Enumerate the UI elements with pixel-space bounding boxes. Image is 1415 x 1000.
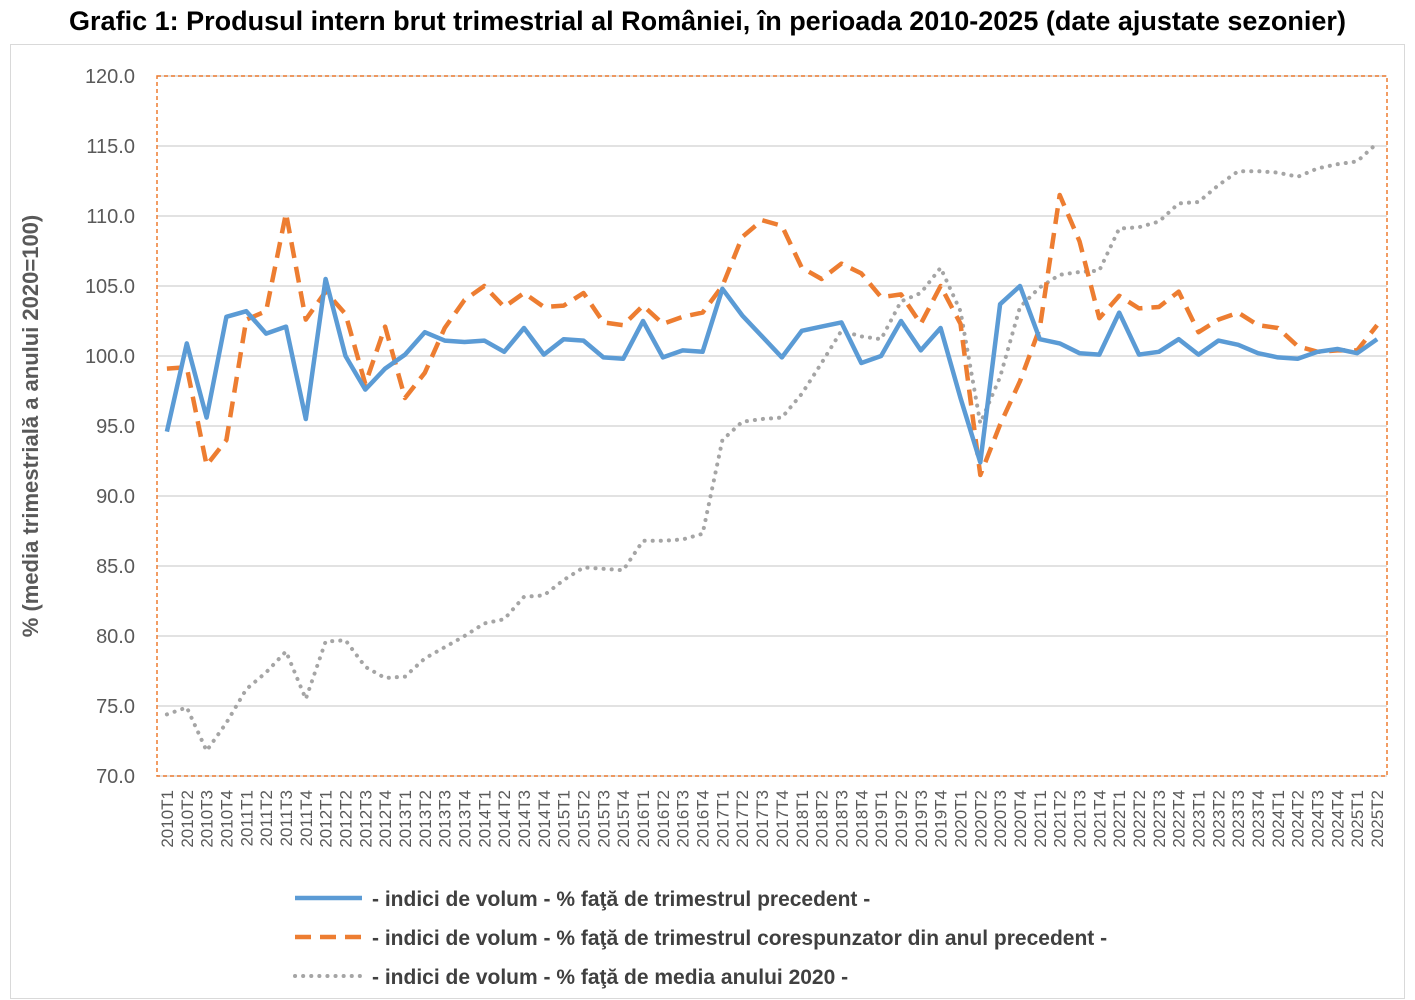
x-tick-label: 2023T4: [1249, 790, 1268, 848]
y-tick-label: 75.0: [96, 696, 135, 718]
x-tick-label: 2012T4: [376, 790, 395, 848]
x-tick-label: 2013T4: [456, 790, 475, 848]
x-tick-label: 2022T3: [1150, 790, 1169, 848]
series-line-1: [164, 276, 1379, 465]
x-tick-label: 2017T3: [753, 790, 772, 848]
x-tick-label: 2025T2: [1368, 790, 1387, 848]
x-tick-label: 2023T1: [1190, 790, 1209, 848]
x-tick-label: 2011T1: [237, 790, 256, 846]
x-tick-label: 2010T1: [158, 790, 177, 848]
x-tick-label: 2025T1: [1348, 790, 1367, 848]
plot-area-border: [156, 75, 1388, 777]
x-tick-label: 2016T3: [674, 790, 693, 848]
x-tick-label: 2022T1: [1110, 790, 1129, 848]
x-tick-label: 2018T2: [813, 790, 832, 848]
legend-label-2: - indici de volum - % faţă de trimestrul…: [372, 927, 1107, 950]
x-tick-label: 2013T2: [416, 790, 435, 848]
x-tick-label: 2017T1: [713, 790, 732, 848]
x-tick-label: 2019T3: [912, 790, 931, 848]
y-tick-label: 105.0: [85, 276, 135, 298]
y-tick-label: 120.0: [85, 66, 135, 88]
x-tick-label: 2018T3: [832, 790, 851, 848]
x-tick-label: 2012T3: [356, 790, 375, 848]
x-tick-label: 2020T2: [971, 790, 990, 848]
x-tick-label: 2024T3: [1309, 790, 1328, 848]
x-tick-label: 2010T3: [198, 790, 217, 848]
x-tick-label: 2011T3: [277, 790, 296, 846]
y-axis-label: % (media trimestrială a anului 2020=100): [18, 215, 43, 637]
x-tick-label: 2017T4: [773, 790, 792, 848]
x-tick-label: 2015T3: [594, 790, 613, 848]
x-tick-label: 2011T4: [297, 790, 316, 846]
x-tick-label: 2016T2: [654, 790, 673, 848]
legend-label-1: - indici de volum - % faţă de trimestrul…: [372, 888, 870, 911]
x-tick-label: 2018T1: [793, 790, 812, 848]
x-tick-label: 2015T2: [575, 790, 594, 848]
x-tick-label: 2015T4: [614, 790, 633, 848]
y-tick-label: 80.0: [96, 626, 135, 648]
x-tick-label: 2022T4: [1170, 790, 1189, 848]
x-tick-label: 2021T2: [1051, 790, 1070, 848]
y-tick-label: 90.0: [96, 486, 135, 508]
x-tick-label: 2016T1: [634, 790, 653, 848]
x-tick-label: 2016T4: [694, 790, 713, 848]
x-tick-label: 2019T2: [892, 790, 911, 848]
series-lines: [164, 141, 1380, 753]
x-tick-label: 2013T1: [396, 790, 415, 848]
series-line-3: [164, 141, 1380, 753]
chart-border: [10, 44, 1405, 999]
x-tick-label: 2019T1: [872, 790, 891, 848]
x-tick-label: 2021T4: [1090, 790, 1109, 848]
x-tick-label: 2022T2: [1130, 790, 1149, 848]
x-tick-label: 2010T2: [178, 790, 197, 848]
x-tick-label: 2014T3: [515, 790, 534, 848]
x-tick-label: 2017T2: [733, 790, 752, 848]
y-tick-label: 100.0: [85, 346, 135, 368]
x-tick-label: 2014T1: [475, 790, 494, 848]
series-line-2: [166, 192, 1379, 478]
gridlines: [157, 75, 1387, 777]
y-axis-ticks: 70.0 75.0 80.0 85.0 90.0 95.0 100.0 105.0 110.0 1…: [85, 66, 135, 788]
x-tick-label: 2015T1: [555, 790, 574, 848]
x-tick-label: 2014T2: [495, 790, 514, 848]
x-tick-label: 2021T1: [1031, 790, 1050, 848]
x-tick-label: 2013T3: [436, 790, 455, 848]
x-tick-label: 2023T3: [1229, 790, 1248, 848]
x-tick-label: 2024T4: [1328, 790, 1347, 848]
x-tick-label: 2024T2: [1289, 790, 1308, 848]
x-tick-label: 2020T1: [951, 790, 970, 848]
x-tick-label: 2019T4: [932, 790, 951, 848]
x-tick-label: 2011T2: [257, 790, 276, 846]
y-tick-label: 110.0: [86, 206, 135, 228]
x-tick-label: 2023T2: [1209, 790, 1228, 848]
chart-title: Grafic 1: Produsul intern brut trimestri…: [69, 6, 1346, 36]
x-tick-label: 2010T4: [217, 790, 236, 848]
x-tick-label: 2021T3: [1071, 790, 1090, 848]
y-tick-label: 85.0: [96, 556, 135, 578]
x-tick-label: 2012T1: [317, 790, 336, 848]
x-tick-label: 2014T4: [535, 790, 554, 848]
x-tick-label: 2018T4: [852, 790, 871, 848]
x-tick-label: 2020T4: [1011, 790, 1030, 848]
y-tick-label: 95.0: [96, 416, 135, 438]
legend: - indici de volum - % faţă de trimestrul…: [293, 888, 1107, 989]
x-tick-label: 2020T3: [991, 790, 1010, 848]
x-tick-label: 2024T1: [1269, 790, 1288, 848]
x-tick-label: 2012T2: [336, 790, 355, 848]
y-tick-label: 70.0: [96, 766, 135, 788]
legend-label-3: - indici de volum - % faţă de media anul…: [372, 966, 848, 989]
y-tick-label: 115.0: [86, 136, 135, 158]
x-axis-ticks: 2010T1 2010T2 2010T3 2010T4 2011T1 2011T2 2011…: [158, 790, 1387, 848]
